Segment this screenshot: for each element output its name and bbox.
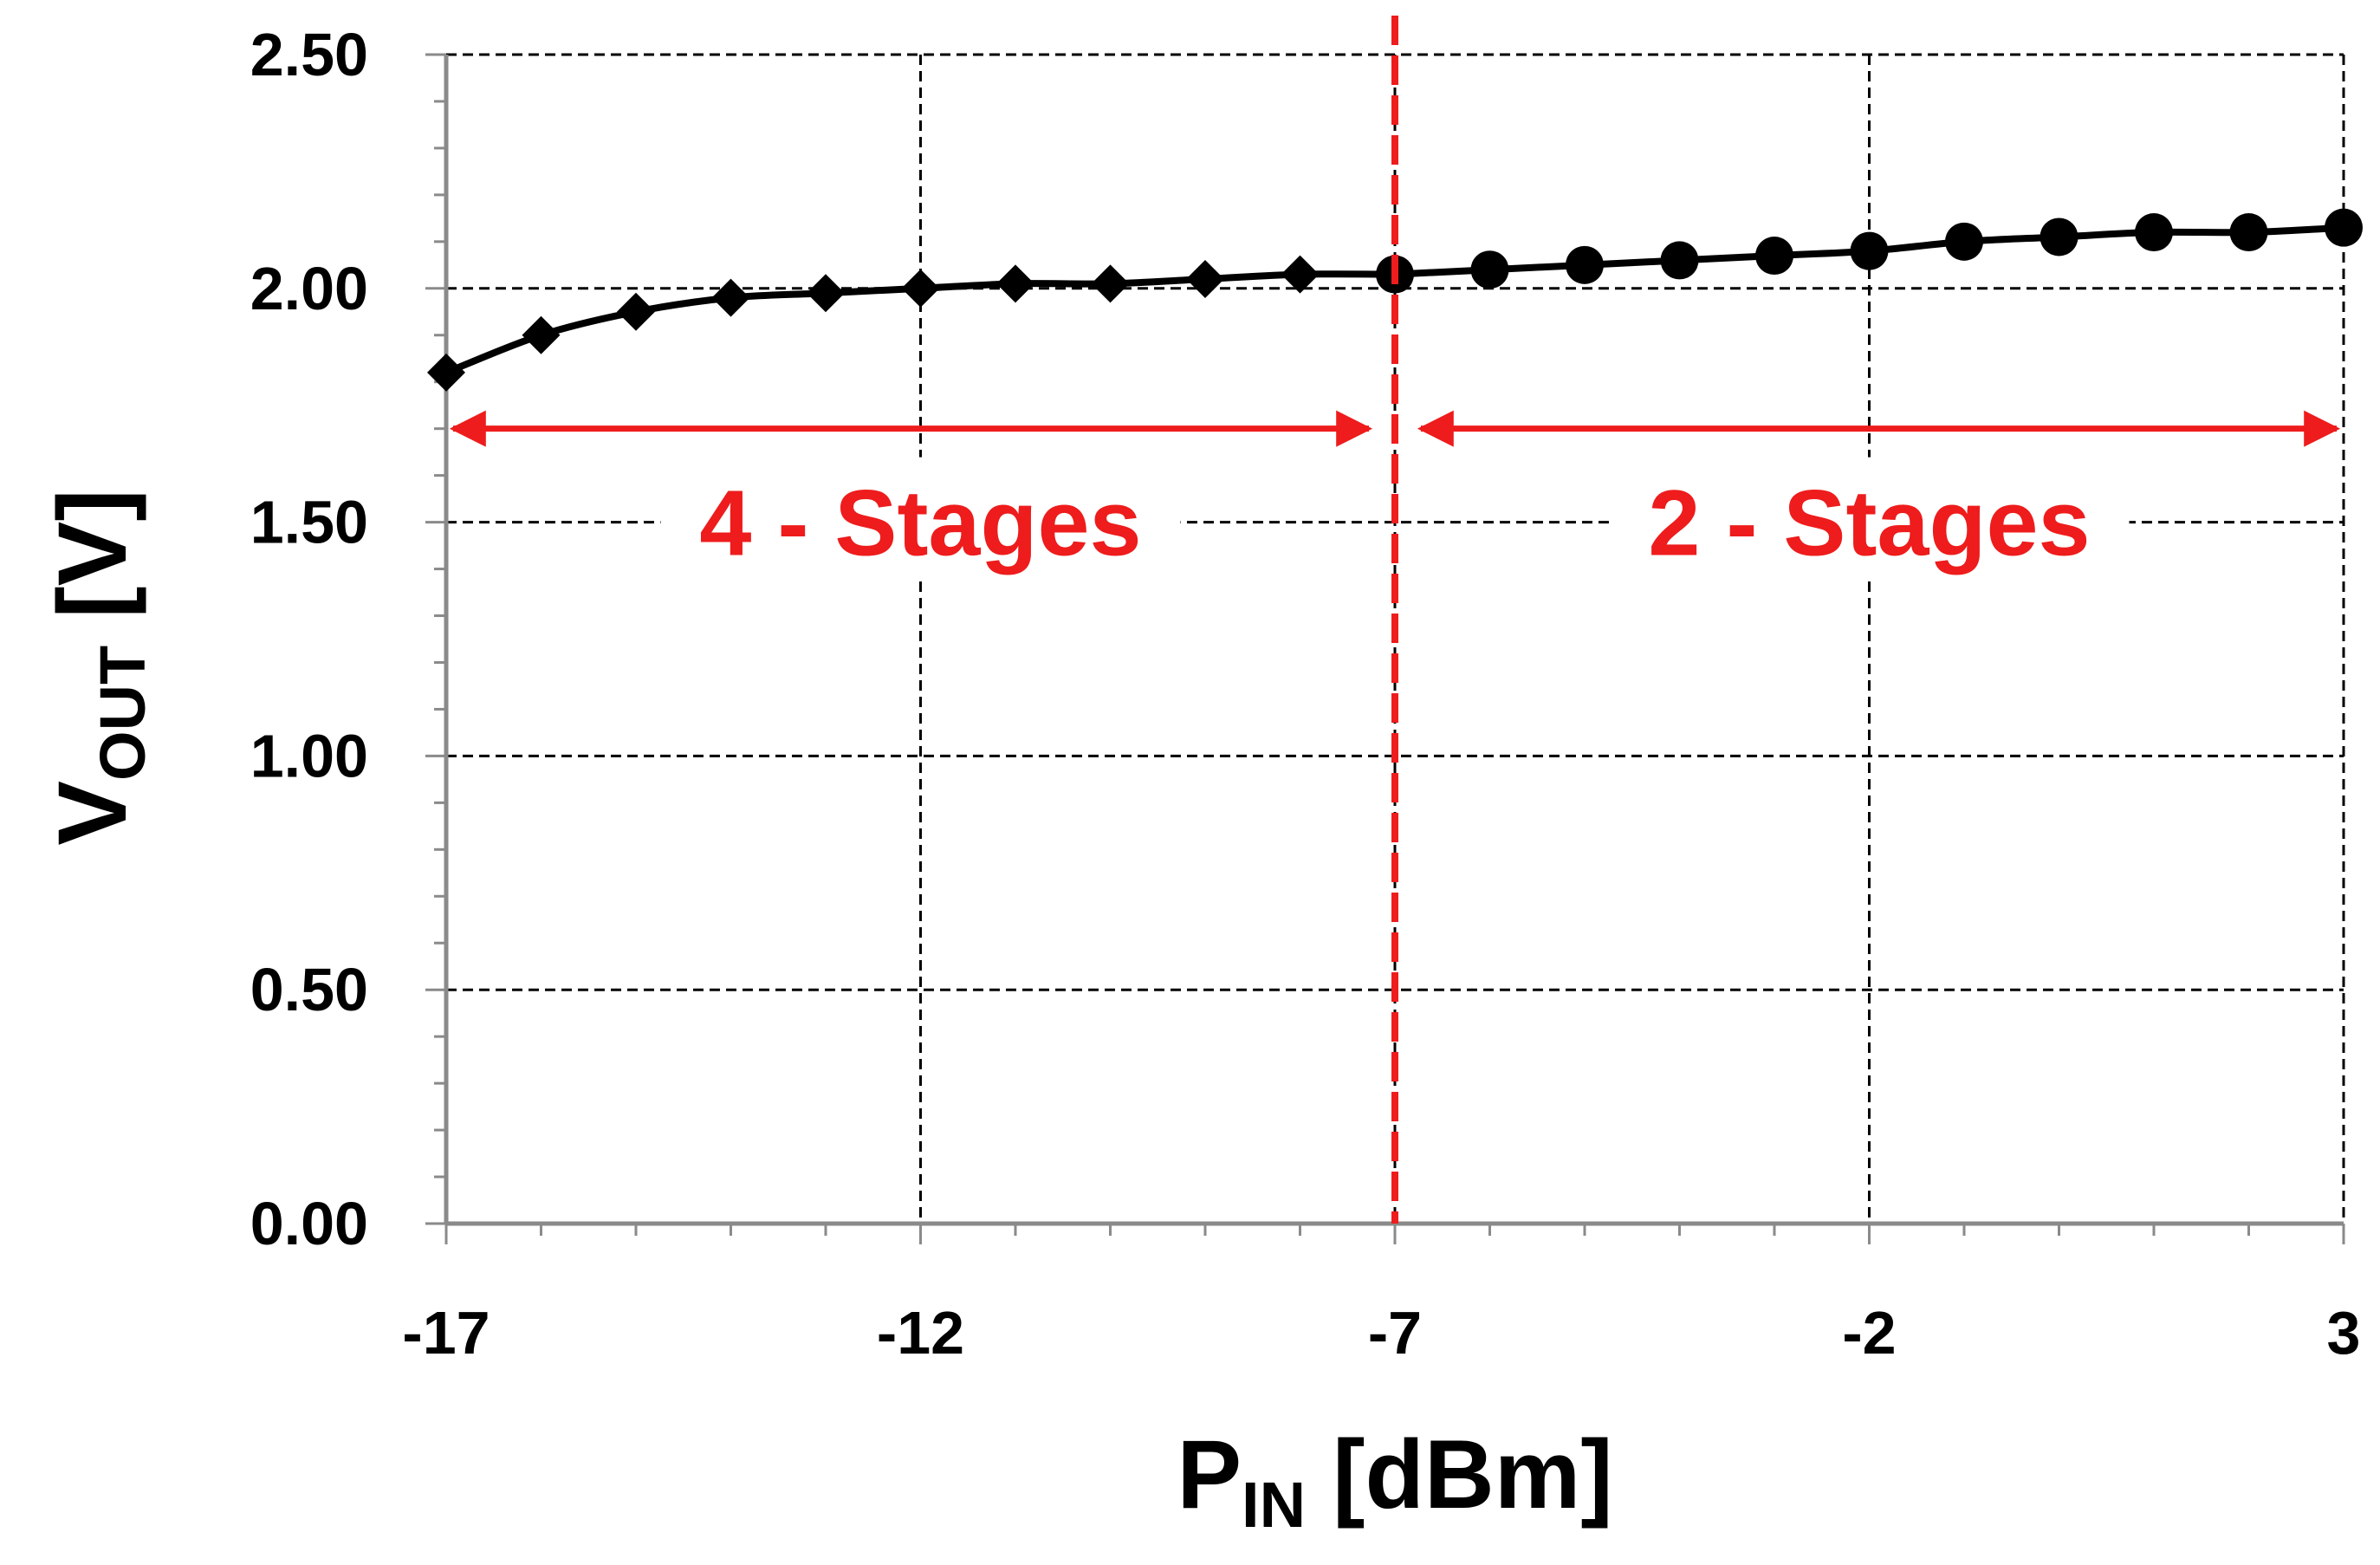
data-point-diamond: [522, 315, 561, 354]
data-point-diamond: [996, 264, 1034, 303]
y-tick-label: 1.00: [250, 722, 368, 789]
data-point-circle: [1945, 222, 1983, 261]
x-axis-title-unit: [dBm]: [1306, 1420, 1613, 1529]
y-tick-label: 2.50: [250, 21, 368, 88]
stage-label-bg: [660, 457, 1181, 579]
data-point-circle: [1755, 237, 1793, 276]
data-point-diamond: [901, 269, 940, 308]
data-point-circle: [2135, 213, 2173, 252]
data-point-circle: [2229, 213, 2268, 252]
x-tick-label: -7: [1368, 1299, 1422, 1367]
data-point-circle: [1470, 250, 1509, 289]
y-tick-label: 0.50: [250, 956, 368, 1023]
x-axis-title-sub: IN: [1242, 1469, 1306, 1541]
y-tick-label: 2.00: [250, 255, 368, 322]
stage-annotations: 4 - Stages 2 - Stages: [449, 410, 2341, 579]
data-point-circle: [2325, 208, 2363, 247]
y-tick-label: 1.50: [250, 489, 368, 556]
x-axis-title: PIN [dBm]: [1177, 1420, 1612, 1541]
y-tick-labels: 0.00 0.50 1.00 1.50 2.00 2.50: [250, 21, 368, 1257]
x-axis-title-main: P: [1177, 1420, 1242, 1529]
stage-label-bg: [1609, 457, 2130, 579]
data-point-diamond: [617, 292, 655, 331]
y-axis-title-main: V: [38, 781, 146, 846]
x-tick-label: -2: [1842, 1299, 1896, 1367]
data-point-circle: [2040, 218, 2078, 257]
x-tick-labels: -17 -12 -7 -2 3: [402, 1299, 2360, 1367]
data-point-circle: [1850, 231, 1889, 270]
stage-label: 4 - Stages: [699, 471, 1141, 575]
y-tick-label: 0.00: [250, 1190, 368, 1257]
y-axis-title: VOUT [V]: [38, 489, 159, 845]
y-axis-title-unit: [V]: [38, 489, 146, 645]
data-point-diamond: [807, 274, 845, 313]
stage-label: 2 - Stages: [1648, 471, 2090, 575]
data-point-diamond: [1281, 255, 1320, 294]
data-point-diamond: [1091, 264, 1130, 303]
x-tick-label: 3: [2327, 1299, 2361, 1367]
data-point-diamond: [427, 353, 465, 392]
x-tick-label: -12: [877, 1299, 964, 1367]
data-point-diamond: [711, 278, 750, 317]
data-point-diamond: [1186, 260, 1224, 299]
data-point-circle: [1566, 245, 1604, 284]
data-series: [427, 208, 2363, 392]
data-point-circle: [1660, 241, 1699, 280]
y-axis-title-sub: OUT: [87, 646, 159, 781]
x-tick-label: -17: [402, 1299, 490, 1367]
